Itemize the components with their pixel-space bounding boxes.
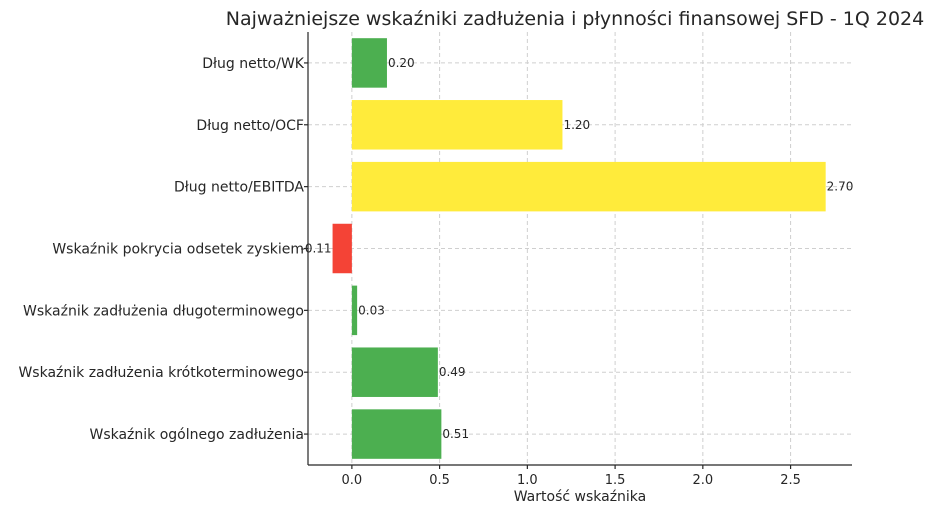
x-tick-label: 2.0	[692, 473, 713, 488]
bar	[351, 38, 387, 88]
category-label: Wskaźnik zadłużenia krótkoterminowego	[18, 365, 304, 381]
data-label: 0.49	[439, 365, 466, 379]
labels: Dług netto/WK 0.20 Dług netto/OCF 1.20 Dług …	[18, 56, 853, 443]
data-label: 0.20	[388, 56, 415, 70]
data-label: 2.70	[827, 180, 854, 194]
x-tick-label: 0.5	[429, 473, 450, 488]
category-label: Wskaźnik ogólnego zadłużenia	[89, 427, 304, 443]
axes: 0.0 0.5 1.0 1.5 2.0 2.5	[304, 32, 852, 488]
x-tick-label: 1.5	[605, 473, 626, 488]
x-tick-label: 0.0	[342, 473, 363, 488]
bar	[351, 347, 438, 397]
data-label: 0.51	[442, 427, 469, 441]
data-label: 1.20	[563, 118, 590, 132]
x-tick-label: 2.5	[780, 473, 801, 488]
bar	[332, 223, 352, 274]
chart-title: Najważniejsze wskaźniki zadłużenia i pły…	[226, 8, 924, 30]
grid-lines	[308, 32, 852, 465]
category-label: Wskaźnik zadłużenia długoterminowego	[23, 303, 304, 319]
bar	[351, 100, 563, 150]
category-label: Dług netto/WK	[202, 56, 305, 72]
bar	[351, 161, 826, 212]
category-label: Dług netto/EBITDA	[174, 180, 304, 196]
data-label: -0.11	[301, 242, 332, 256]
bar	[351, 409, 442, 459]
x-tick-label: 1.0	[517, 473, 538, 488]
bar	[351, 285, 358, 336]
x-axis-label: Wartość wskaźnika	[514, 489, 647, 505]
data-label: 0.03	[358, 303, 385, 317]
bars	[332, 38, 826, 459]
category-label: Wskaźnik pokrycia odsetek zyskiem	[52, 242, 304, 258]
category-label: Dług netto/OCF	[196, 118, 304, 134]
